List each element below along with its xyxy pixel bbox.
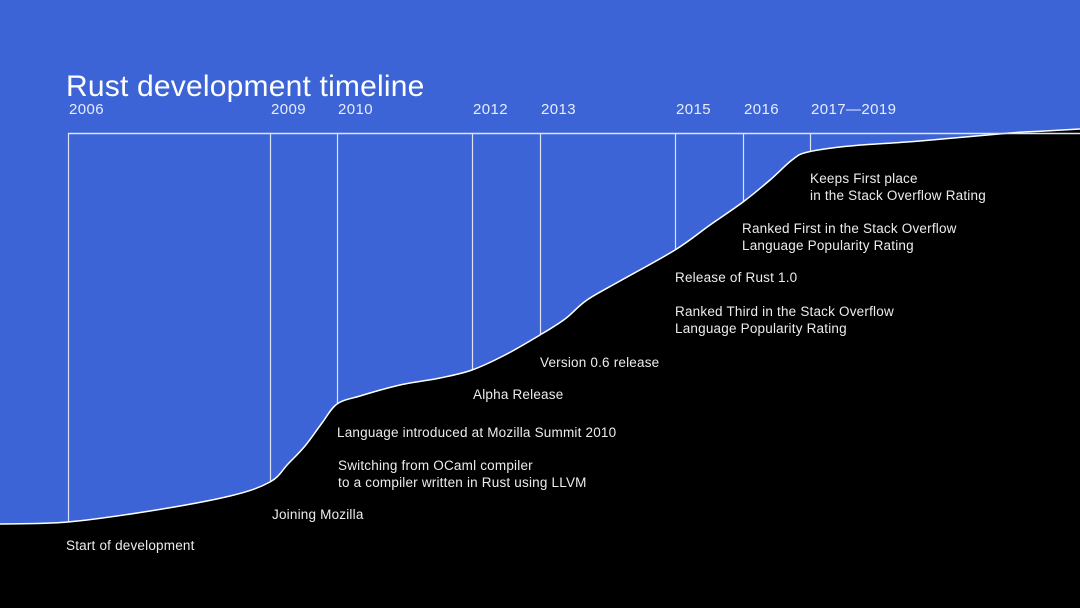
milestone-line: Release of Rust 1.0 — [675, 270, 798, 285]
milestone-line: Joining Mozilla — [272, 507, 364, 522]
milestone-line: Alpha Release — [473, 387, 564, 402]
milestone-line: Keeps First place — [810, 171, 918, 186]
milestone-line: to a compiler written in Rust using LLVM — [338, 475, 587, 490]
timeline-area — [0, 129, 1080, 608]
milestone-joining-mozilla: Joining Mozilla — [272, 506, 364, 523]
milestone-ranked-third-stack-overflow: Ranked Third in the Stack Overflow Langua… — [675, 303, 894, 337]
milestone-mozilla-summit-2010: Language introduced at Mozilla Summit 20… — [337, 424, 616, 441]
page-title: Rust development timeline — [66, 70, 425, 104]
year-label-2006: 2006 — [69, 101, 104, 118]
milestone-line: Switching from OCaml compiler — [338, 458, 533, 473]
milestone-switching-from-ocaml: Switching from OCaml compiler to a compil… — [338, 457, 587, 491]
milestone-ranked-first-stack-overflow: Ranked First in the Stack Overflow Langua… — [742, 220, 957, 254]
milestone-release-of-rust-1-0: Release of Rust 1.0 — [675, 269, 797, 286]
milestone-start-of-development: Start of development — [66, 537, 195, 554]
milestone-line: Language introduced at Mozilla Summit 20… — [337, 425, 617, 440]
year-label-2009: 2009 — [271, 101, 306, 118]
milestone-line: in the Stack Overflow Rating — [810, 188, 986, 203]
year-label-2013: 2013 — [541, 101, 576, 118]
milestone-line: Language Popularity Rating — [742, 238, 914, 253]
year-gridlines — [67, 133, 812, 527]
year-label-2012: 2012 — [473, 101, 508, 118]
milestone-line: Version 0.6 release — [540, 355, 660, 370]
milestone-alpha-release: Alpha Release — [473, 386, 563, 403]
year-label-2015: 2015 — [676, 101, 711, 118]
milestone-version-0-6-release: Version 0.6 release — [540, 354, 659, 371]
year-label-2017-2019: 2017—2019 — [811, 101, 897, 118]
year-label-2016: 2016 — [744, 101, 779, 118]
milestone-line: Ranked First in the Stack Overflow — [742, 221, 957, 236]
year-label-2010: 2010 — [338, 101, 373, 118]
milestone-keeps-first-place: Keeps First place in the Stack Overflow R… — [810, 170, 986, 204]
milestone-line: Start of development — [66, 538, 195, 553]
milestone-line: Ranked Third in the Stack Overflow — [675, 304, 894, 319]
timeline-curve-line — [0, 128, 1080, 525]
milestone-line: Language Popularity Rating — [675, 321, 847, 336]
